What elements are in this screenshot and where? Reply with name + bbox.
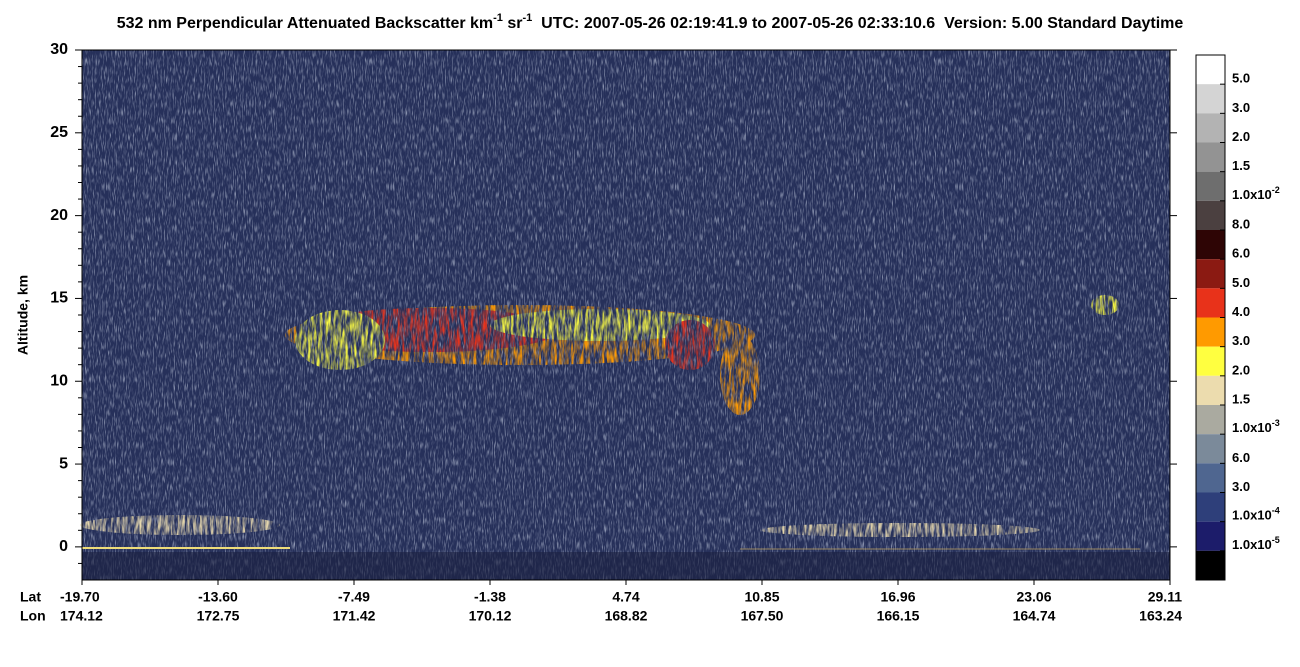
colorbar-cell [1196, 288, 1225, 318]
x-tick-lon: 163.24 [1139, 608, 1182, 624]
colorbar-label: 3.0 [1232, 333, 1250, 348]
x-tick-lon: 168.82 [605, 608, 648, 624]
colorbar-label: 5.0 [1232, 71, 1250, 86]
x-tick-lat: -1.38 [474, 589, 506, 605]
colorbar-cell [1196, 113, 1225, 143]
colorbar-label: 1.0x10-5 [1232, 535, 1280, 552]
colorbar-label-text: 1.0x10 [1232, 537, 1272, 552]
x-tick-lat: 10.85 [744, 589, 779, 605]
y-tick-label: 20 [50, 207, 68, 224]
y-tick-label: 30 [50, 41, 68, 58]
colorbar-cell [1196, 55, 1225, 85]
colorbar-label: 1.0x10-2 [1232, 185, 1280, 202]
colorbar-label: 6.0 [1232, 450, 1250, 465]
x-tick-lon: 170.12 [469, 608, 512, 624]
colorbar-label-sup: -2 [1272, 185, 1280, 195]
chart-title: 532 nm Perpendicular Attenuated Backscat… [117, 12, 1184, 32]
colorbar-label-sup: -5 [1272, 535, 1280, 545]
y-tick-label: 10 [50, 372, 68, 389]
colorbar-cell [1196, 84, 1225, 114]
x-tick-lat: 16.96 [880, 589, 915, 605]
axes: 0 5 10 15 20 25 30 Lat Lon -19.70 174.12 -13.60 172.… [20, 41, 1182, 623]
y-axis-title: Altitude, km [15, 275, 31, 355]
x-tick-lat: -7.49 [338, 589, 370, 605]
y-tick-label: 15 [50, 290, 68, 307]
subsurface [82, 552, 1170, 580]
colorbar-cell [1196, 434, 1225, 464]
colorbar-label: 8.0 [1232, 216, 1250, 231]
colorbar-label-sup: -3 [1272, 419, 1280, 429]
colorbar-cell [1196, 230, 1225, 260]
colorbar-label: 3.0 [1232, 100, 1250, 115]
x-tick-lat: -19.70 [60, 589, 100, 605]
x-row-label: Lon [20, 608, 46, 624]
colorbar-cell [1196, 521, 1225, 551]
colorbar-cell [1196, 346, 1225, 376]
x-tick-lon: 166.15 [877, 608, 920, 624]
x-row-label: Lat [20, 589, 41, 605]
colorbar-label: 1.5 [1232, 158, 1250, 173]
colorbar-cell [1196, 142, 1225, 172]
colorbar-cell [1196, 259, 1225, 289]
colorbar-cell [1196, 463, 1225, 493]
colorbar-label-text: 1.0x10 [1232, 187, 1272, 202]
colorbar-cell [1196, 171, 1225, 201]
colorbar-label: 2.0 [1232, 129, 1250, 144]
x-tick-lon: 167.50 [741, 608, 784, 624]
y-tick-label: 5 [59, 455, 68, 472]
colorbar-cell [1196, 375, 1225, 405]
colorbar-label: 2.0 [1232, 362, 1250, 377]
colorbar-label: 1.0x10-4 [1232, 506, 1280, 523]
colorbar-label-text: 1.0x10 [1232, 508, 1272, 523]
cloud [80, 295, 1119, 537]
colorbar-label: 1.0x10-3 [1232, 419, 1280, 436]
colorbar-label: 3.0 [1232, 479, 1250, 494]
colorbar-cell [1196, 492, 1225, 522]
title-text: sr [503, 15, 523, 32]
colorbar-label: 6.0 [1232, 246, 1250, 261]
x-tick-lon: 172.75 [197, 608, 240, 624]
plot-area [80, 49, 1171, 581]
x-tick-lon: 171.42 [333, 608, 376, 624]
colorbar-label: 4.0 [1232, 304, 1250, 319]
colorbar-cell [1196, 200, 1225, 230]
colorbar-label: 1.5 [1232, 391, 1250, 406]
x-tick-lat: 4.74 [612, 589, 639, 605]
colorbar-cell [1196, 405, 1225, 435]
x-tick-lat: 29.11 [1148, 589, 1182, 605]
title-superscript: -1 [523, 12, 533, 24]
x-tick-lat: -13.60 [198, 589, 238, 605]
colorbar-cell [1196, 317, 1225, 347]
colorbar-cell [1196, 550, 1225, 580]
title-text: 532 nm Perpendicular Attenuated Backscat… [117, 15, 493, 32]
title-text: UTC: 2007-05-26 02:19:41.9 to 2007-05-26… [532, 15, 1183, 32]
colorbar: 5.03.02.01.51.0x10-28.06.05.04.03.02.01.… [1195, 54, 1280, 581]
x-tick-lon: 174.12 [60, 608, 103, 624]
x-tick-lat: 23.06 [1016, 589, 1051, 605]
title-superscript: -1 [493, 12, 503, 24]
y-tick-label: 0 [59, 538, 68, 555]
colorbar-label-sup: -4 [1272, 506, 1280, 516]
colorbar-label: 5.0 [1232, 275, 1250, 290]
x-tick-lon: 164.74 [1013, 608, 1056, 624]
y-tick-label: 25 [50, 124, 68, 141]
colorbar-label-text: 1.0x10 [1232, 421, 1272, 436]
